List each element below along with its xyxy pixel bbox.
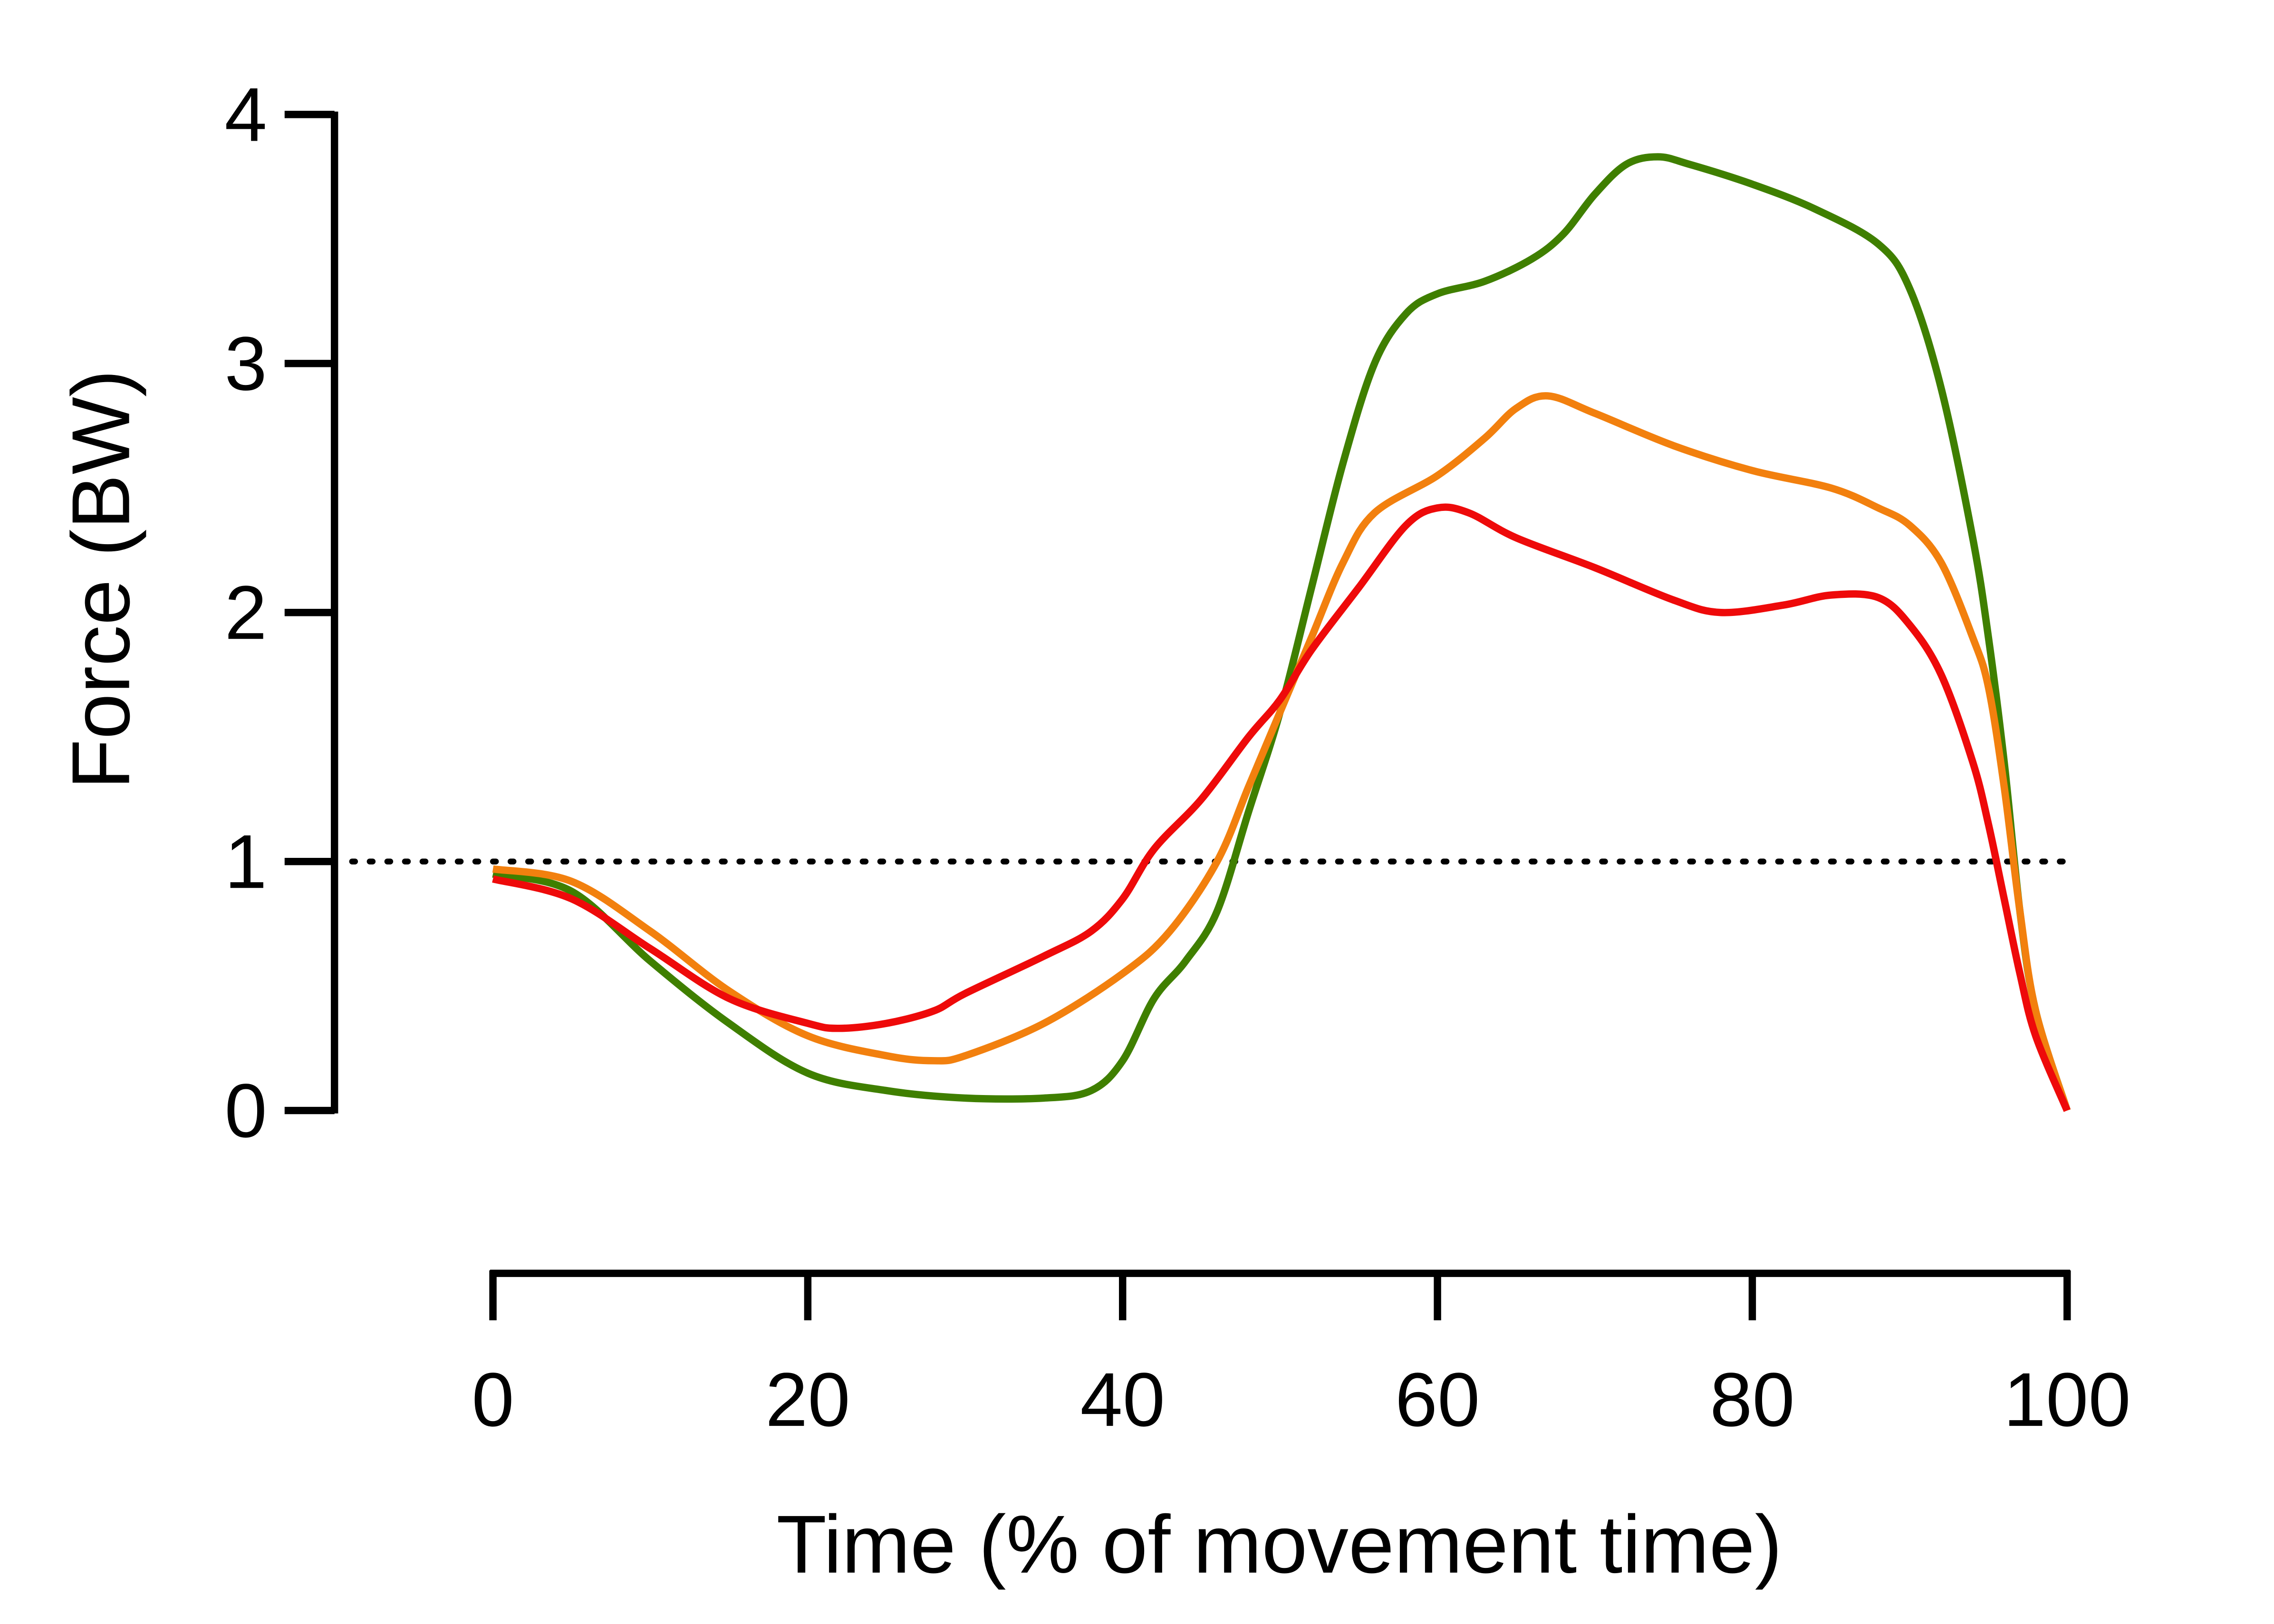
x-tick-label: 100 (2004, 1357, 2131, 1442)
x-tick-label: 80 (1710, 1357, 1795, 1442)
y-tick-label: 4 (224, 72, 267, 157)
series-line-orange (492, 392, 2071, 1112)
y-tick-label: 3 (224, 321, 267, 406)
y-tick-label: 1 (224, 819, 267, 904)
series-line-green (492, 153, 2071, 1112)
x-tick-label: 60 (1395, 1357, 1480, 1442)
series-line-red (492, 503, 2071, 1112)
x-tick-label: 0 (472, 1357, 514, 1442)
x-tick-label: 20 (765, 1357, 850, 1442)
y-tick-label: 0 (224, 1068, 267, 1153)
x-tick-label: 40 (1080, 1357, 1165, 1442)
y-axis: 0 1 2 3 4 (224, 72, 338, 1153)
y-axis-label: Force (BW) (55, 370, 147, 789)
y-tick-label: 2 (224, 570, 267, 655)
x-axis: 0 20 40 60 80 100 (472, 1269, 2131, 1442)
series-group (492, 153, 2071, 1112)
x-axis-label: Time (% of movement time) (776, 1499, 1782, 1590)
